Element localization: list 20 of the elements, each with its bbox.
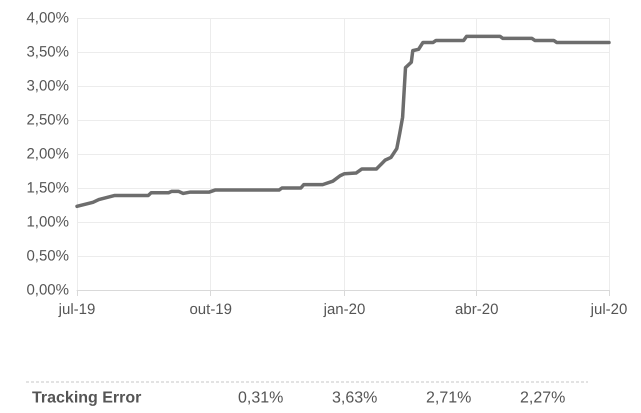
text: 3,63% <box>332 390 378 406</box>
y-tick-label: 2,50% <box>26 112 69 128</box>
x-tick-label: jul-19 <box>58 301 96 318</box>
y-tick-label: 3,00% <box>26 78 69 94</box>
text: Tracking Error <box>32 390 142 406</box>
y-tick-label: 1,00% <box>26 214 69 230</box>
y-tick-label: 3,50% <box>26 44 69 60</box>
y-tick-label: 1,50% <box>26 180 69 196</box>
line-series <box>75 34 611 208</box>
x-tick-label: abr-20 <box>455 301 498 318</box>
x-tick-label: jul-20 <box>590 301 628 318</box>
x-tick-label: jan-20 <box>322 301 366 318</box>
y-tick-label: 0,50% <box>26 248 69 264</box>
x-tick-label: out-19 <box>189 301 232 318</box>
y-tick-label: 4,00% <box>26 10 69 26</box>
text: 2,27% <box>520 390 566 406</box>
y-tick-label: 0,00% <box>26 282 69 298</box>
text: 0,31% <box>238 390 284 406</box>
text: 2,71% <box>426 390 472 406</box>
y-tick-label: 2,00% <box>26 146 69 162</box>
